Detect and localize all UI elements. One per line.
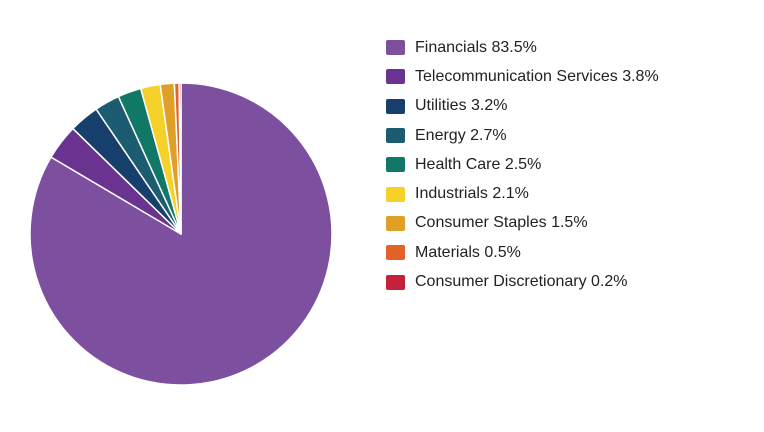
legend-item-8: Consumer Discretionary 0.2% (386, 267, 659, 296)
legend-label: Consumer Staples 1.5% (415, 214, 588, 232)
legend-item-0: Financials 83.5% (386, 33, 659, 62)
legend-label: Telecommunication Services 3.8% (415, 68, 659, 86)
legend-item-7: Materials 0.5% (386, 238, 659, 267)
legend-category: Energy (415, 126, 466, 144)
legend-category: Industrials (415, 185, 488, 203)
legend-swatch (386, 40, 405, 56)
legend-value: 0.5% (479, 243, 521, 261)
legend-category: Financials (415, 38, 488, 56)
legend-value: 2.7% (465, 126, 507, 144)
legend-swatch (386, 69, 405, 85)
legend-label: Energy 2.7% (415, 127, 507, 145)
legend-value: 83.5% (487, 38, 537, 56)
legend-item-1: Telecommunication Services 3.8% (386, 62, 659, 91)
legend-label: Industrials 2.1% (415, 185, 529, 203)
legend-item-4: Health Care 2.5% (386, 150, 659, 179)
pie-slice-8 (178, 82, 182, 235)
legend-label: Utilities 3.2% (415, 97, 507, 115)
legend-item-3: Energy 2.7% (386, 121, 659, 150)
legend-swatch (386, 128, 405, 144)
legend-category: Consumer Staples (415, 214, 547, 232)
legend-swatch (386, 215, 405, 231)
legend-value: 2.5% (500, 155, 542, 173)
pie-slice-0 (29, 82, 333, 386)
legend-value: 3.8% (617, 67, 659, 85)
legend-category: Utilities (415, 97, 467, 115)
legend-category: Telecommunication Services (415, 67, 618, 85)
legend-label: Health Care 2.5% (415, 156, 541, 174)
legend-value: 1.5% (546, 214, 588, 232)
legend-value: 2.1% (487, 185, 529, 203)
legend-label: Consumer Discretionary 0.2% (415, 273, 628, 291)
legend-label: Financials 83.5% (415, 39, 537, 57)
legend-swatch (386, 245, 405, 261)
legend-item-2: Utilities 3.2% (386, 92, 659, 121)
legend-label: Materials 0.5% (415, 244, 521, 262)
legend-category: Health Care (415, 155, 501, 173)
legend-item-5: Industrials 2.1% (386, 179, 659, 208)
legend-item-6: Consumer Staples 1.5% (386, 209, 659, 238)
legend-value: 0.2% (586, 273, 628, 291)
chart-legend: Financials 83.5% Telecommunication Servic… (386, 33, 659, 297)
legend-value: 3.2% (466, 97, 508, 115)
legend-swatch (386, 98, 405, 114)
legend-category: Consumer Discretionary (415, 273, 587, 291)
legend-swatch (386, 157, 405, 173)
legend-category: Materials (415, 243, 480, 261)
legend-swatch (386, 186, 405, 202)
legend-swatch (386, 274, 405, 290)
